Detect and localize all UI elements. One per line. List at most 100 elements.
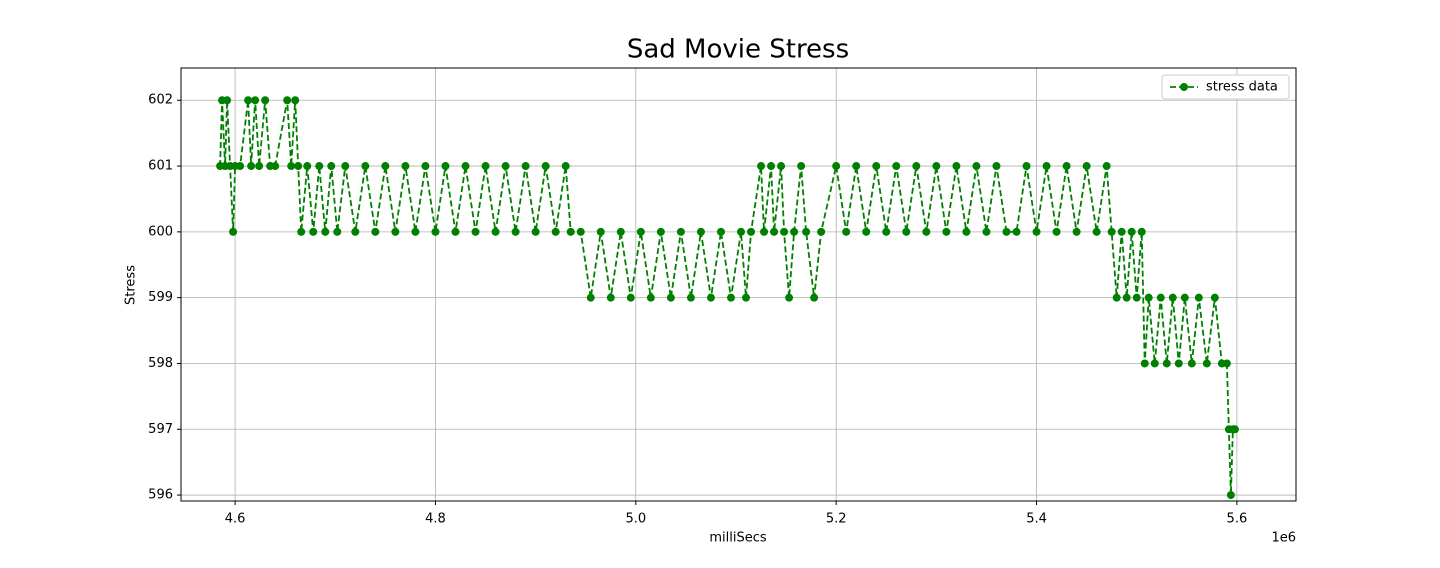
marker [361,162,370,171]
marker [785,293,794,302]
marker [757,162,766,171]
marker [401,162,410,171]
marker [576,227,585,236]
marker [521,162,530,171]
marker [251,96,260,105]
marker [606,293,615,302]
x-tick-label: 5.0 [625,512,646,527]
marker [1117,227,1126,236]
marker [531,227,540,236]
marker [802,227,811,236]
marker [952,162,961,171]
marker [797,162,806,171]
line [219,100,1235,496]
marker [767,162,776,171]
marker [321,227,330,236]
marker [1144,293,1153,302]
marker [1140,359,1149,368]
marker [842,227,851,236]
marker [882,227,891,236]
marker [852,162,861,171]
marker [561,162,570,171]
marker [341,162,350,171]
marker [790,227,799,236]
x-tick-label: 5.2 [826,512,847,527]
marker [421,162,430,171]
marker [742,293,751,302]
marker [511,227,520,236]
marker [351,227,360,236]
marker [780,227,789,236]
marker [381,162,390,171]
marker [1210,293,1219,302]
marker [616,227,625,236]
y-tick-label: 602 [148,93,173,108]
y-tick-label: 601 [148,159,173,174]
marker [932,162,941,171]
x-axis-label: milliSecs [709,531,767,546]
marker [982,227,991,236]
marker [1072,227,1081,236]
marker [1122,293,1131,302]
marker [626,293,635,302]
marker [229,227,238,236]
y-tick-label: 600 [148,224,173,239]
marker [1174,359,1183,368]
marker [832,162,841,171]
marker [862,227,871,236]
marker [1222,359,1231,368]
marker [696,227,705,236]
marker [596,227,605,236]
marker [451,227,460,236]
marker [566,227,575,236]
marker [271,162,280,171]
marker [706,293,715,302]
marker [892,162,901,171]
marker [294,162,303,171]
marker [1032,227,1041,236]
marker [676,227,685,236]
marker [501,162,510,171]
marker [586,293,595,302]
marker [1062,162,1071,171]
marker [1226,491,1235,500]
marker [1052,227,1061,236]
marker [327,162,336,171]
marker [942,227,951,236]
marker [283,96,292,105]
marker [716,227,725,236]
marker [1187,359,1196,368]
x-tick-label: 5.4 [1026,512,1047,527]
marker [737,227,746,236]
marker [1102,162,1111,171]
marker [1150,359,1159,368]
marker [1002,227,1011,236]
marker [431,227,440,236]
y-tick-label: 598 [148,356,173,371]
marker [333,227,342,236]
marker [992,162,1001,171]
marker [551,227,560,236]
marker [1202,359,1211,368]
marker [315,162,324,171]
y-axis-label: Stress [124,265,139,305]
marker [291,96,300,105]
x-tick-label: 4.8 [425,512,446,527]
marker [441,162,450,171]
marker [391,227,400,236]
marker [371,227,380,236]
marker [411,227,420,236]
marker [303,162,312,171]
legend-label: stress data [1206,80,1278,95]
y-tick-label: 596 [148,488,173,503]
marker [1082,162,1091,171]
marker [1112,293,1121,302]
marker [726,293,735,302]
marker [1107,227,1116,236]
marker [461,162,470,171]
marker [770,227,779,236]
marker [646,293,655,302]
marker [1022,162,1031,171]
marker [1012,227,1021,236]
